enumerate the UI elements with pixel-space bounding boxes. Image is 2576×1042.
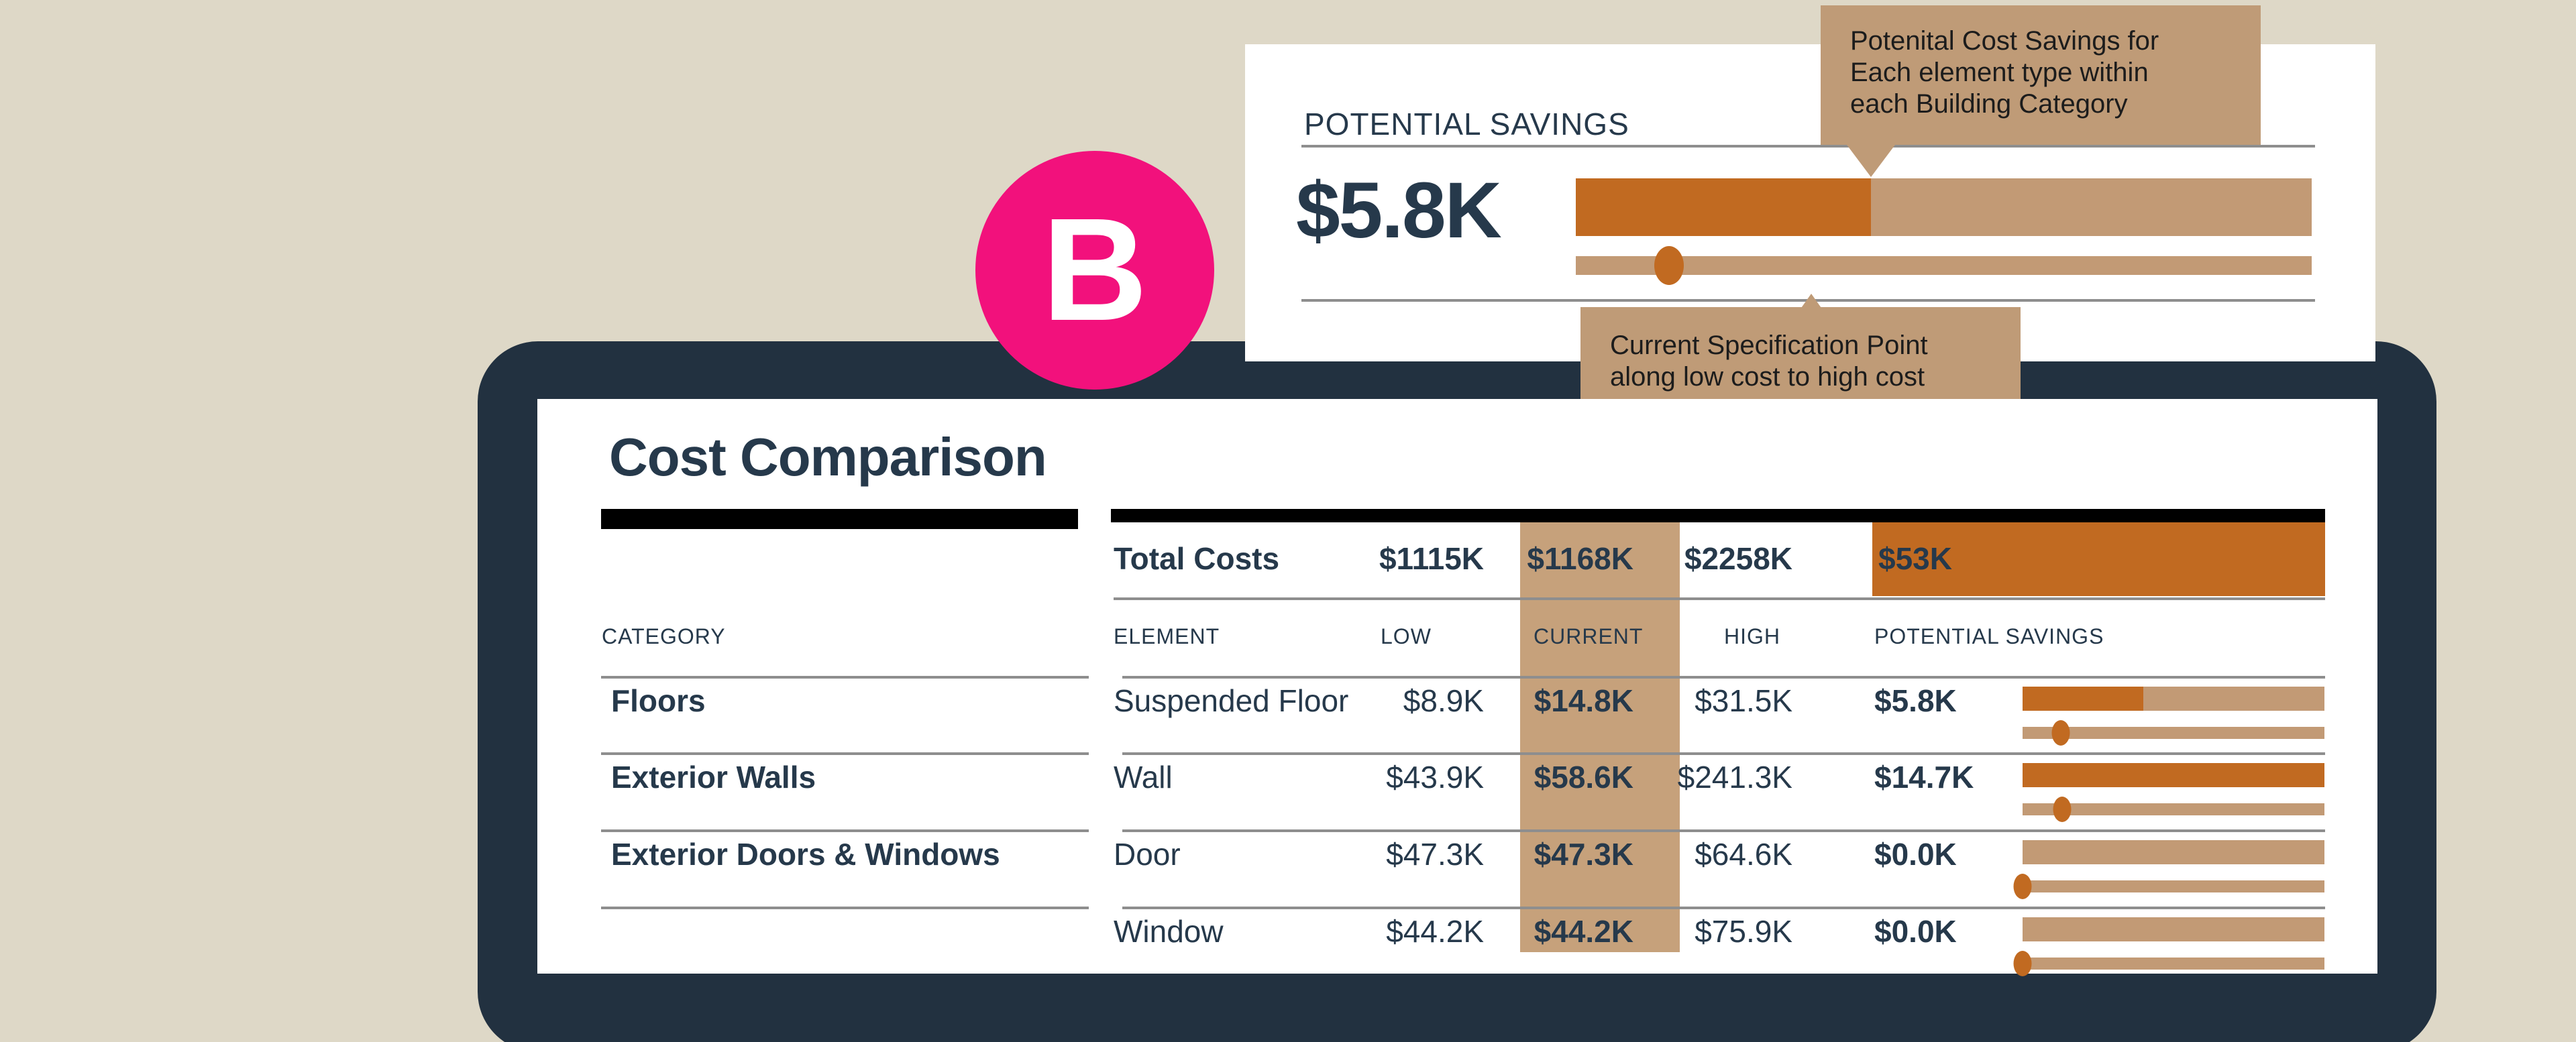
page-title: Cost Comparison xyxy=(609,427,1047,487)
header-potential-savings: POTENTIAL SAVINGS xyxy=(1874,624,2104,648)
row-high: $64.6K xyxy=(1695,837,1792,872)
total-current-value: $1168K xyxy=(1527,541,1633,576)
row-rule xyxy=(1122,752,2325,755)
row-category: Floors xyxy=(611,683,706,718)
savings-panel-top-rule xyxy=(1301,145,2315,148)
savings-bar-track xyxy=(2023,917,2324,941)
spec-slider-dot[interactable] xyxy=(2013,951,2032,976)
row-savings-bars xyxy=(2023,763,2324,827)
specification-callout-line-1: Current Specification Point xyxy=(1610,331,1928,360)
total-savings-orange-bar xyxy=(1872,522,2325,596)
row-rule xyxy=(1122,676,2325,679)
specification-callout-line-2: along low cost to high cost xyxy=(1610,362,1925,392)
total-low-value: $1115K xyxy=(1379,541,1484,576)
savings-panel-value: $5.8K xyxy=(1296,166,1502,255)
row-low: $44.2K xyxy=(1386,914,1484,949)
category-header-bar xyxy=(601,509,1078,529)
row-high: $241.3K xyxy=(1677,760,1792,795)
header-high: HIGH xyxy=(1724,624,1780,648)
row-savings-bars xyxy=(2013,840,2324,905)
savings-callout-line-1: Potenital Cost Savings for xyxy=(1850,26,2159,56)
row-savings: $14.7K xyxy=(1874,760,1974,795)
row-savings: $0.0K xyxy=(1874,837,1957,872)
savings-callout-pointer xyxy=(1847,145,1895,177)
savings-panel-title: POTENTIAL SAVINGS xyxy=(1304,107,1629,141)
total-row-label: Total Costs xyxy=(1114,541,1280,576)
savings-bar-track xyxy=(2023,840,2324,864)
row-rule xyxy=(601,676,1089,679)
row-rule xyxy=(1122,907,2325,909)
specification-callout: Current Specification Point along low co… xyxy=(1580,307,2021,407)
total-savings-value: $53K xyxy=(1878,541,1952,576)
row-category: Exterior Doors & Windows xyxy=(611,837,1000,872)
savings-callout-line-3: each Building Category xyxy=(1850,89,2128,119)
spec-slider-track[interactable] xyxy=(2023,720,2324,746)
row-element: Suspended Floor xyxy=(1114,683,1349,718)
row-element: Window xyxy=(1114,914,1224,949)
row-savings: $0.0K xyxy=(1874,914,1957,949)
total-high-value: $2258K xyxy=(1684,541,1792,576)
row-element: Door xyxy=(1114,837,1181,872)
savings-callout: Potenital Cost Savings for Each element … xyxy=(1821,5,2261,145)
savings-bar-track xyxy=(2023,687,2324,711)
savings-bar-track xyxy=(2023,763,2324,787)
row-savings: $5.8K xyxy=(1874,683,1957,718)
header-element: ELEMENT xyxy=(1114,624,1220,648)
row-savings-bars xyxy=(2013,917,2324,982)
row-high: $31.5K xyxy=(1695,683,1792,718)
row-rule xyxy=(601,907,1089,909)
row-low: $8.9K xyxy=(1403,683,1484,718)
row-current: $47.3K xyxy=(1534,837,1633,872)
row-high: $75.9K xyxy=(1695,914,1792,949)
row-rule xyxy=(601,829,1089,832)
spec-slider-dot[interactable] xyxy=(2051,720,2070,746)
current-column-highlight xyxy=(1520,522,1680,952)
row-rule xyxy=(1122,829,2325,832)
row-low: $43.9K xyxy=(1386,760,1484,795)
total-row-rule xyxy=(1114,597,2325,600)
cost-comparison-card xyxy=(537,399,2377,974)
savings-range-bar-fill xyxy=(1576,178,1871,236)
row-category: Exterior Walls xyxy=(611,760,816,795)
row-current: $44.2K xyxy=(1534,914,1633,949)
savings-range-bar xyxy=(1576,178,2312,236)
savings-bar-fill xyxy=(2023,687,2144,711)
table-header-bar xyxy=(1111,509,2325,522)
row-current: $14.8K xyxy=(1534,683,1633,718)
header-category: CATEGORY xyxy=(602,624,726,648)
badge-circle: B xyxy=(975,151,1214,390)
spec-slider-dot[interactable] xyxy=(2013,874,2032,899)
row-rule xyxy=(601,752,1089,755)
row-element: Wall xyxy=(1114,760,1173,795)
specification-slider-dot[interactable] xyxy=(1654,246,1684,285)
spec-slider-dot[interactable] xyxy=(2053,797,2071,822)
spec-slider-track[interactable] xyxy=(2013,874,2324,899)
header-current: CURRENT xyxy=(1534,624,1644,648)
header-low: LOW xyxy=(1381,624,1432,648)
badge-letter: B xyxy=(1042,188,1148,351)
row-savings-bars xyxy=(2023,687,2324,751)
savings-callout-line-2: Each element type within xyxy=(1850,58,2149,88)
row-low: $47.3K xyxy=(1386,837,1484,872)
spec-slider-track[interactable] xyxy=(2013,951,2324,976)
spec-slider-track[interactable] xyxy=(2023,797,2324,822)
specification-slider-track[interactable] xyxy=(1576,246,2312,285)
row-current: $58.6K xyxy=(1534,760,1633,795)
savings-bar-fill xyxy=(2023,763,2324,787)
